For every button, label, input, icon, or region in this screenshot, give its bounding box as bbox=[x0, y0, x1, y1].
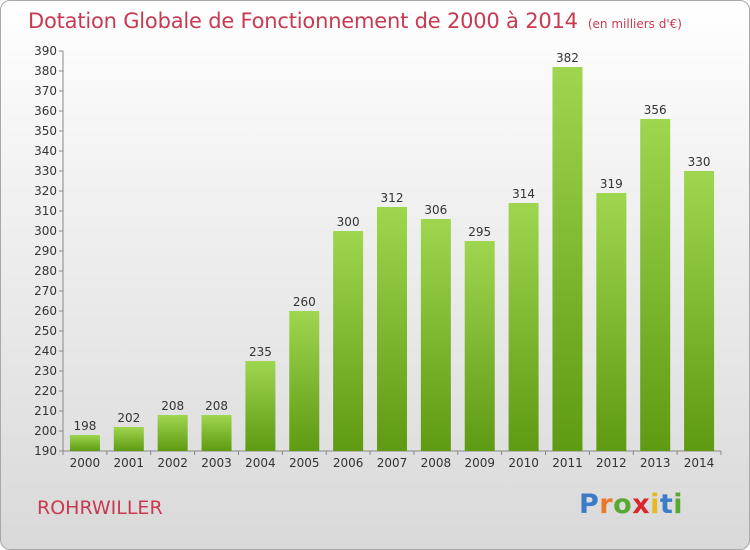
logo-letter: i bbox=[673, 489, 684, 520]
value-label-2004: 235 bbox=[249, 345, 272, 359]
y-tick-label: 320 bbox=[34, 184, 57, 198]
value-label-2007: 312 bbox=[381, 191, 404, 205]
bar-2002 bbox=[157, 415, 188, 451]
chart-subtitle: (en milliers d'€) bbox=[587, 17, 682, 31]
bar-2005 bbox=[289, 311, 320, 451]
bar-2000 bbox=[69, 435, 100, 451]
value-label-2002: 208 bbox=[161, 399, 184, 413]
value-label-2014: 330 bbox=[688, 155, 711, 169]
value-label-2008: 306 bbox=[424, 203, 447, 217]
value-label-2012: 319 bbox=[600, 177, 623, 191]
y-tick-label: 250 bbox=[34, 324, 57, 338]
x-tick-label: 2010 bbox=[508, 456, 539, 470]
value-labels-group: 198 202 208 208 235 260 300 312 306 295 314 382 319 3… bbox=[73, 51, 710, 433]
value-label-2009: 295 bbox=[468, 225, 491, 239]
bar-2008 bbox=[420, 219, 451, 451]
x-tick-label: 2003 bbox=[201, 456, 232, 470]
y-tick-label: 240 bbox=[34, 344, 57, 358]
value-label-2013: 356 bbox=[644, 103, 667, 117]
y-tick-label: 310 bbox=[34, 204, 57, 218]
logo-letter: t bbox=[659, 489, 674, 520]
y-axis: 190 200 210 220 230 240 250 260 270 280 290 300 310 3… bbox=[34, 44, 64, 458]
bar-2003 bbox=[201, 415, 232, 451]
y-tick-label: 370 bbox=[34, 84, 57, 98]
y-tick-label: 190 bbox=[34, 444, 57, 458]
value-label-2003: 208 bbox=[205, 399, 228, 413]
y-tick-label: 280 bbox=[34, 264, 57, 278]
y-tick-label: 330 bbox=[34, 164, 57, 178]
bar-2010 bbox=[508, 203, 539, 451]
logo-letter: x bbox=[632, 489, 651, 520]
bar-2001 bbox=[113, 427, 144, 451]
x-tick-label: 2004 bbox=[245, 456, 276, 470]
bar-2011 bbox=[552, 67, 583, 451]
x-tick-label: 2011 bbox=[552, 456, 583, 470]
y-tick-label: 210 bbox=[34, 404, 57, 418]
x-tick-label: 2001 bbox=[114, 456, 145, 470]
y-tick-label: 300 bbox=[34, 224, 57, 238]
y-tick-label: 270 bbox=[34, 284, 57, 298]
x-axis: 2000 2001 2002 2003 2004 2005 2006 2007 2008 2009… bbox=[62, 450, 722, 470]
bar-2006 bbox=[333, 231, 364, 451]
logo-letter: r bbox=[599, 489, 614, 520]
y-tick-label: 360 bbox=[34, 104, 57, 118]
proxiti-logo: Proxiti bbox=[579, 489, 683, 520]
logo-letter: o bbox=[613, 489, 633, 520]
x-tick-label: 2014 bbox=[684, 456, 715, 470]
bar-2012 bbox=[596, 193, 627, 451]
logo-letter: P bbox=[579, 489, 600, 520]
value-label-2010: 314 bbox=[512, 187, 535, 201]
x-tick-label: 2009 bbox=[464, 456, 495, 470]
value-label-2000: 198 bbox=[73, 419, 96, 433]
bar-2007 bbox=[377, 207, 407, 451]
bar-2004 bbox=[245, 361, 276, 451]
x-tick-label: 2005 bbox=[289, 456, 320, 470]
chart-title: Dotation Globale de Fonctionnement de 20… bbox=[28, 9, 682, 33]
value-label-2006: 300 bbox=[337, 215, 360, 229]
x-tick-label: 2008 bbox=[421, 456, 452, 470]
y-tick-label: 340 bbox=[34, 144, 57, 158]
logo-letter: i bbox=[650, 489, 660, 520]
bars-group bbox=[69, 67, 715, 451]
y-tick-label: 220 bbox=[34, 384, 57, 398]
y-tick-label: 290 bbox=[34, 244, 57, 258]
chart-title-text: Dotation Globale de Fonctionnement de 20… bbox=[28, 9, 578, 33]
x-tick-label: 2012 bbox=[596, 456, 627, 470]
y-tick-label: 390 bbox=[34, 44, 57, 58]
y-tick-label: 380 bbox=[34, 64, 57, 78]
y-tick-label: 230 bbox=[34, 364, 57, 378]
y-tick-label: 200 bbox=[34, 424, 57, 438]
x-tick-label: 2006 bbox=[333, 456, 364, 470]
value-label-2005: 260 bbox=[293, 295, 316, 309]
value-label-2011: 382 bbox=[556, 51, 579, 65]
bar-2013 bbox=[640, 119, 671, 451]
bar-2014 bbox=[684, 171, 715, 451]
y-tick-label: 350 bbox=[34, 124, 57, 138]
x-tick-label: 2007 bbox=[377, 456, 408, 470]
x-tick-label: 2002 bbox=[157, 456, 188, 470]
x-tick-label: 2013 bbox=[640, 456, 671, 470]
commune-name: ROHRWILLER bbox=[37, 497, 163, 519]
bar-2009 bbox=[464, 241, 495, 451]
y-tick-label: 260 bbox=[34, 304, 57, 318]
value-label-2001: 202 bbox=[117, 411, 140, 425]
x-tick-label: 2000 bbox=[70, 456, 101, 470]
